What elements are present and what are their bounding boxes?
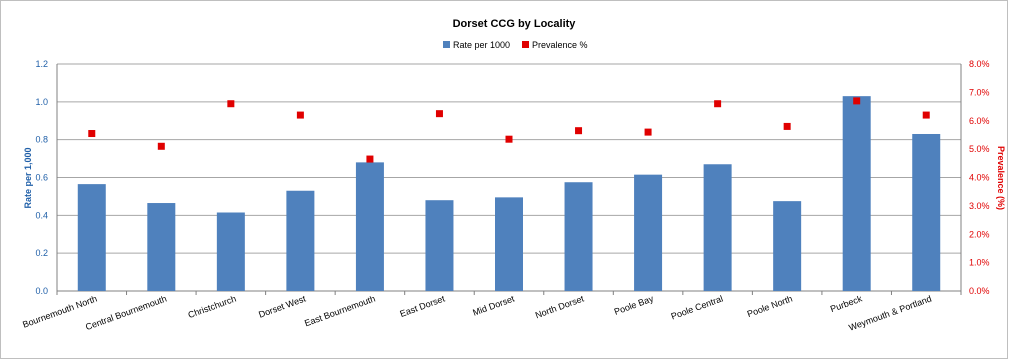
bar-rate-12 [912,133,941,291]
left-axis-ticks: 0.0 0.2 0.4 0.6 0.8 1.0 1.2 [35,59,48,296]
marker-prevalence-0 [88,130,96,138]
prevalence-markers [88,97,930,163]
right-tick-label: 0.0% [969,286,990,296]
bars [77,96,941,292]
marker-prevalence-3 [296,111,304,119]
bar-rate-8 [634,174,663,291]
marker-prevalence-6 [505,135,513,143]
marker-prevalence-5 [435,110,443,118]
left-tick-label: 1.2 [35,59,48,69]
right-tick-label: 7.0% [969,87,990,97]
bar-rate-9 [703,164,732,291]
bar-rate-5 [425,200,454,291]
bar-rate-11 [842,96,871,292]
bar-rate-1 [147,203,176,291]
right-tick-label: 6.0% [969,116,990,126]
left-tick-label: 0.8 [35,135,48,145]
bar-rate-3 [286,190,315,291]
legend: Rate per 1000 Prevalence % [443,40,588,50]
left-tick-label: 0.2 [35,248,48,258]
bar-rate-4 [355,162,384,291]
marker-prevalence-4 [366,155,374,163]
left-tick-label: 0.4 [35,210,48,220]
bar-rate-2 [216,212,245,291]
left-axis-title: Rate per 1,000 [23,147,33,208]
chart-title: Dorset CCG by Locality [453,18,577,30]
marker-prevalence-7 [575,127,583,135]
marker-prevalence-9 [714,100,722,108]
marker-prevalence-8 [644,128,652,136]
right-axis-title: Prevalence (%) [996,146,1006,210]
left-tick-label: 0.6 [35,173,48,183]
legend-label-prevalence: Prevalence % [532,40,588,50]
marker-prevalence-10 [783,122,791,130]
marker-prevalence-12 [922,111,930,119]
right-tick-label: 1.0% [969,258,990,268]
right-tick-label: 2.0% [969,229,990,239]
legend-swatch-rate [443,41,450,48]
bar-rate-7 [564,182,593,291]
legend-swatch-prevalence [522,41,529,48]
left-tick-label: 0.0 [35,286,48,296]
legend-label-rate: Rate per 1000 [453,40,510,50]
right-tick-label: 8.0% [969,59,990,69]
marker-prevalence-1 [157,142,165,150]
marker-prevalence-2 [227,100,235,108]
bar-rate-0 [77,184,106,291]
right-tick-label: 4.0% [969,173,990,183]
bar-rate-10 [773,201,802,291]
left-tick-label: 1.0 [35,97,48,107]
bar-rate-6 [495,197,523,291]
right-axis-ticks: 0.0% 1.0% 2.0% 3.0% 4.0% 5.0% 6.0% 7.0% 8.0% [969,59,990,296]
marker-prevalence-11 [853,97,861,105]
right-tick-label: 5.0% [969,144,990,154]
right-tick-label: 3.0% [969,201,990,211]
